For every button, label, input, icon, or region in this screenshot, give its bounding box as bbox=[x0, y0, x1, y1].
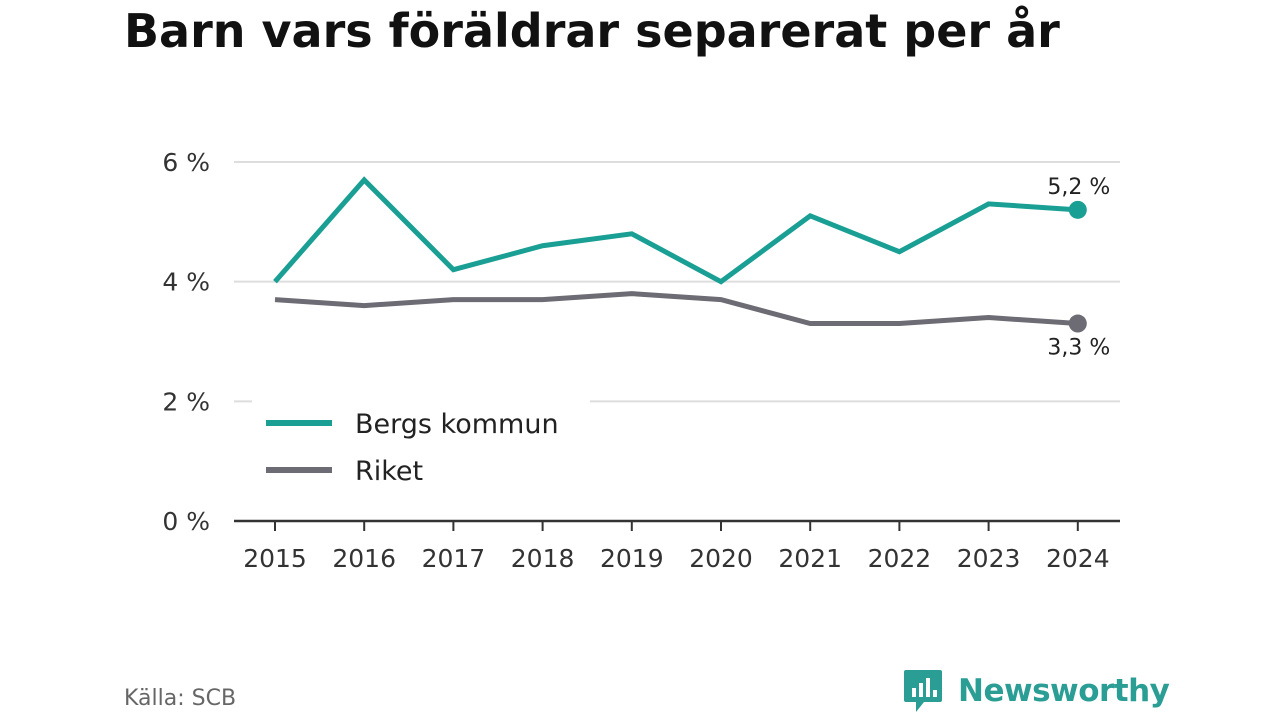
end-point-marker bbox=[1068, 200, 1087, 219]
x-tick-label: 2017 bbox=[422, 544, 486, 573]
legend-label: Bergs kommun bbox=[355, 409, 559, 440]
y-tick-label: 0 % bbox=[162, 507, 210, 536]
x-tick-label: 2016 bbox=[332, 544, 396, 573]
newsworthy-logo[interactable]: Newsworthy bbox=[902, 668, 1170, 714]
y-tick-label: 2 % bbox=[162, 387, 210, 416]
x-axis: 2015 2016 2017 2018 2019 2020 2021 2022 2023 2024 bbox=[234, 519, 1120, 573]
bar-chart-speech-bubble-icon bbox=[904, 670, 942, 712]
series-line-bergs-kommun bbox=[273, 176, 1078, 285]
x-tick-label: 2019 bbox=[600, 544, 664, 573]
x-tick-label: 2015 bbox=[243, 544, 307, 573]
x-tick-label: 2021 bbox=[778, 544, 842, 573]
end-value-label: 5,2 % bbox=[1047, 175, 1110, 200]
y-tick-label: 4 % bbox=[162, 268, 210, 297]
series-lines bbox=[273, 176, 1087, 333]
legend-label: Riket bbox=[355, 456, 423, 487]
end-point-marker bbox=[1068, 314, 1087, 333]
x-tick-label: 2024 bbox=[1046, 544, 1110, 573]
x-tick-label: 2022 bbox=[868, 544, 932, 573]
series-line-riket bbox=[274, 291, 1078, 327]
y-tick-label: 6 % bbox=[162, 148, 210, 177]
source-note: Källa: SCB bbox=[124, 686, 237, 711]
end-value-label: 3,3 % bbox=[1047, 336, 1110, 361]
logo-text: Newsworthy bbox=[958, 673, 1170, 709]
x-tick-label: 2018 bbox=[511, 544, 575, 573]
legend: Bergs kommun Riket bbox=[252, 400, 590, 492]
end-labels: 5,2 % 3,3 % bbox=[1047, 175, 1110, 361]
x-tick-label: 2020 bbox=[689, 544, 753, 573]
chart-title: Barn vars föräldrar separerat per år bbox=[124, 4, 1060, 58]
x-tick-label: 2023 bbox=[957, 544, 1021, 573]
legend-background bbox=[252, 400, 590, 492]
